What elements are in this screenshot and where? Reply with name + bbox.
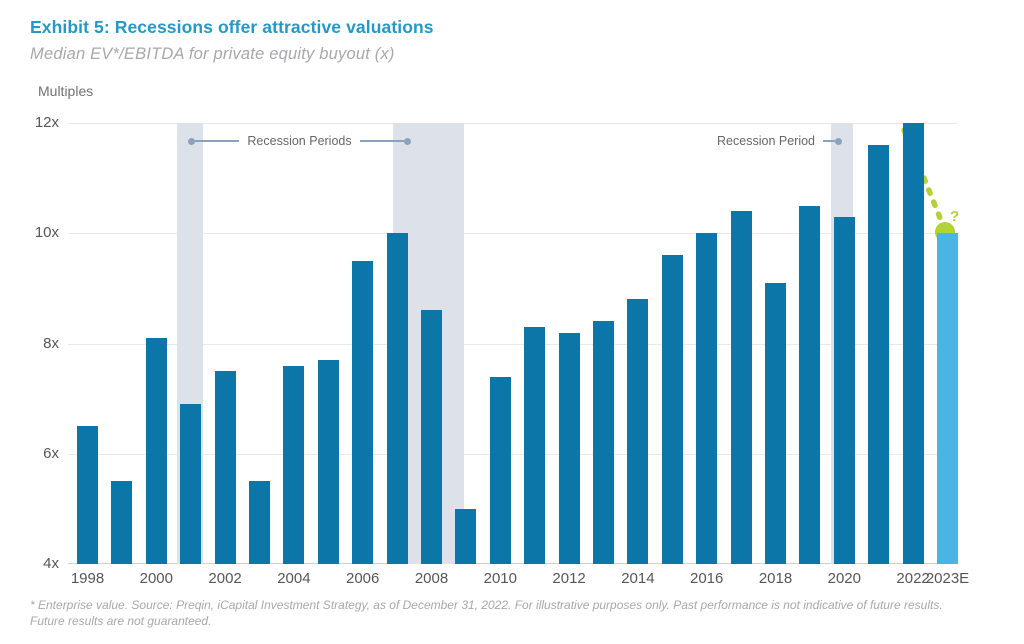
exhibit-title: Exhibit 5: Recessions offer attractive v…: [30, 17, 434, 37]
annotation-line: [359, 140, 404, 142]
x-tick-2000: 2000: [139, 570, 173, 587]
plot-area: Recession Periods Recession Period ? 12x…: [35, 114, 969, 587]
y-tick-8x: 8x: [43, 334, 59, 352]
annotation-dot: [835, 137, 842, 145]
bar-2003: [249, 481, 270, 564]
x-tick-2018: 2018: [758, 570, 793, 587]
bar-1998: [77, 426, 98, 564]
annotation-line: [195, 140, 240, 142]
bar-2006: [352, 260, 374, 564]
bar-1999: [111, 481, 133, 564]
bar-2007: [386, 233, 408, 564]
y-tick-6x: 6x: [43, 444, 59, 462]
estimate-question-mark: ?: [950, 208, 959, 225]
bar-2022: [902, 123, 924, 564]
bar-2018: [765, 282, 786, 564]
bar-2002: [214, 371, 236, 564]
y-axis-title: Multiples: [38, 83, 94, 99]
bar-2012: [558, 332, 580, 564]
x-tick-2020: 2020: [827, 570, 861, 587]
x-tick-1998: 1998: [70, 570, 105, 587]
x-tick-2012: 2012: [552, 570, 586, 587]
x-tick-2006: 2006: [346, 570, 380, 587]
recession-periods-label: Recession Periods: [247, 134, 352, 148]
bar-2013: [593, 321, 614, 564]
x-tick-2004: 2004: [277, 570, 311, 587]
recession-period-annotation: Recession Period: [709, 133, 842, 149]
x-tick-2008: 2008: [414, 570, 449, 587]
bar-2020: [833, 216, 855, 564]
x-tick-2010: 2010: [483, 570, 517, 587]
x-tick-2022: 2022: [896, 570, 930, 587]
y-tick-10x: 10x: [34, 224, 59, 242]
bar-2014: [627, 299, 649, 564]
bar-2016: [696, 233, 718, 564]
bar-2021: [868, 145, 890, 564]
x-axis-line: [68, 563, 958, 564]
y-tick-4x: 4x: [43, 555, 59, 572]
footnote-line-2: Future results are not guaranteed.: [30, 614, 212, 629]
bar-2000: [145, 338, 167, 564]
gridline-6x: [68, 453, 958, 455]
bar-2019: [799, 205, 821, 564]
recession-periods-annotation: Recession Periods: [188, 133, 411, 149]
recession-period-label: Recession Period: [717, 134, 815, 148]
bar-2004: [283, 365, 305, 564]
annotation-dot-right: [404, 137, 411, 145]
bar-2009: [455, 508, 477, 564]
bar-2008: [421, 310, 442, 564]
bar-2017: [730, 211, 752, 564]
footnote: * Enterprise value. Source: Preqin, iCap…: [30, 597, 1015, 629]
bar-2001: [180, 404, 202, 564]
bar-2023E: [937, 233, 958, 564]
y-tick-12x: 12x: [34, 114, 59, 131]
exhibit-subtitle: Median EV*/EBITDA for private equity buy…: [30, 45, 395, 63]
x-tick-2014: 2014: [621, 570, 655, 587]
annotation-dot-left: [188, 137, 195, 145]
bar-2011: [524, 327, 546, 564]
gridline-8x: [68, 343, 958, 345]
gridline-12x: [68, 123, 958, 124]
annotation-line: [823, 140, 835, 142]
x-tick-2016: 2016: [690, 570, 724, 587]
footnote-line-1: * Enterprise value. Source: Preqin, iCap…: [30, 598, 943, 612]
x-tick-2023E: 2023E: [925, 570, 970, 587]
gridline-10x: [68, 233, 958, 235]
bar-2015: [661, 255, 683, 564]
x-tick-2002: 2002: [208, 570, 242, 587]
bar-2010: [489, 376, 511, 564]
bar-2005: [317, 360, 339, 564]
